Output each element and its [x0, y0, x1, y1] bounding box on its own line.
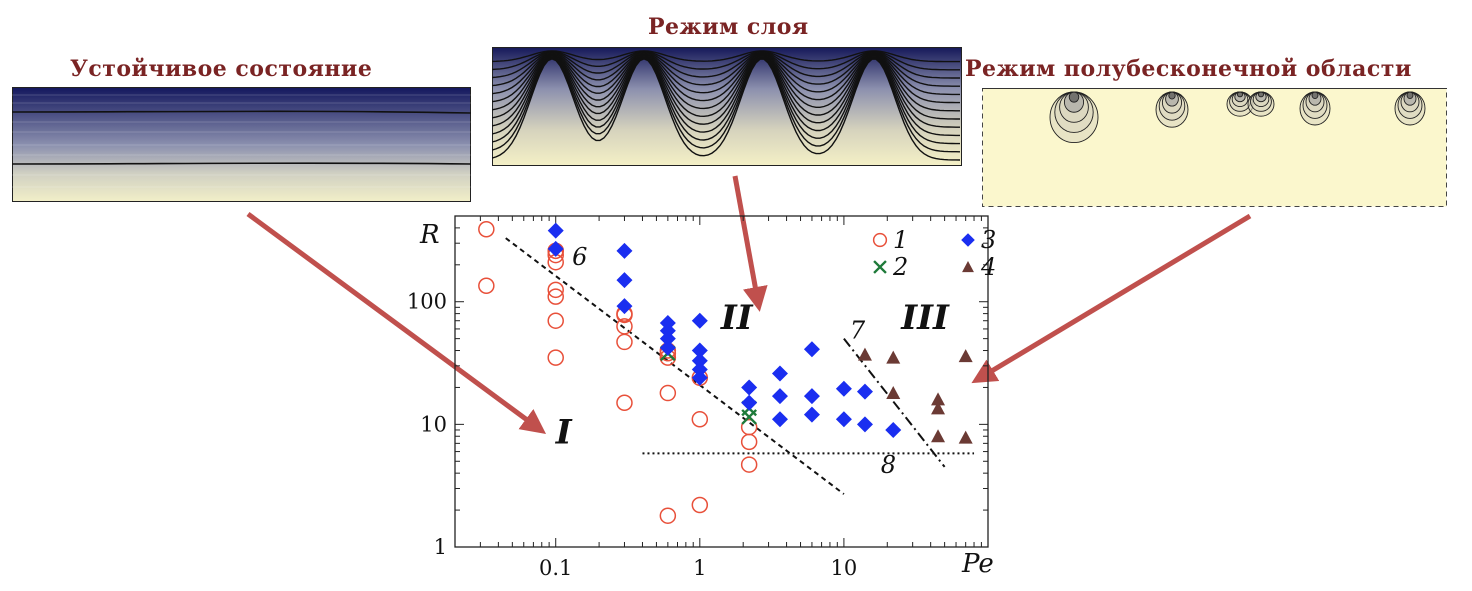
y-tick-label: 10 — [420, 412, 447, 436]
series-3-point — [835, 380, 852, 397]
legend-marker-2 — [873, 260, 887, 274]
x-tick-label: 1 — [693, 556, 706, 580]
legend-marker-3 — [961, 233, 975, 247]
semi-infinite-regime-title: Режим полубесконечной области — [965, 56, 1412, 82]
series-1-point — [659, 507, 677, 524]
series-4-point — [931, 429, 946, 443]
series-3-point — [691, 352, 708, 369]
series-1-point — [478, 220, 495, 238]
series-3-point — [856, 416, 873, 433]
legend-label-4: 4 — [980, 253, 996, 281]
layer-regime-title: Режим слоя — [648, 14, 809, 40]
y-tick-label: 100 — [407, 290, 447, 314]
reference-line-label-6: 6 — [572, 243, 587, 271]
legend-label-3: 3 — [981, 226, 996, 254]
series-3-point — [691, 369, 708, 386]
legend-marker-1 — [872, 232, 888, 248]
series-3-point — [771, 411, 788, 428]
series-4-point — [886, 386, 901, 400]
series-3-point — [691, 312, 708, 329]
series-3-point — [803, 341, 820, 358]
series-1-point — [547, 312, 564, 329]
series-3-point — [803, 406, 820, 423]
series-1-point — [740, 433, 758, 451]
series-4-point — [931, 401, 946, 415]
series-3-point — [803, 388, 820, 405]
series-3-point — [771, 365, 788, 382]
series-3-point — [771, 388, 788, 405]
series-1-point — [547, 288, 564, 305]
plot-frame — [454, 215, 989, 548]
series-2-point — [741, 409, 758, 425]
series-4-point — [857, 347, 872, 361]
x-tick-label: 0.1 — [539, 556, 572, 580]
x-tick-label: 10 — [831, 556, 858, 580]
series-3-point — [741, 394, 758, 411]
y-tick-label: 1 — [434, 535, 447, 559]
region-label-II: II — [720, 298, 754, 338]
region-label-I: I — [555, 412, 573, 452]
legend-label-1: 1 — [893, 226, 908, 254]
series-1-point — [547, 349, 564, 366]
series-1-point — [740, 456, 758, 473]
series-3-point — [856, 383, 873, 400]
layer-regime-panel — [492, 47, 962, 166]
series-3-point — [691, 342, 708, 359]
arrow-layer — [732, 175, 768, 312]
stable-state-title: Устойчивое состояние — [70, 56, 373, 82]
series-1-point — [616, 394, 633, 412]
series-3-point — [547, 222, 564, 239]
series-1-point — [691, 411, 709, 428]
arrow-stable — [246, 211, 547, 434]
stable-state-panel — [12, 87, 471, 202]
series-3-point — [547, 240, 564, 257]
legend-label-2: 2 — [892, 253, 908, 281]
region-label-III: III — [900, 298, 950, 338]
series-3-point — [691, 361, 708, 378]
series-3-point — [616, 272, 633, 289]
series-1-point — [616, 333, 633, 351]
series-1-point — [659, 384, 677, 402]
series-3-point — [835, 411, 852, 428]
reference-line-label-8: 8 — [881, 451, 896, 479]
arrow-semi — [971, 213, 1252, 384]
series-1-point — [478, 277, 495, 294]
reference-line-label-7: 7 — [850, 317, 866, 345]
semi-infinite-regime-panel — [982, 88, 1447, 207]
series-3-point — [616, 298, 633, 315]
series-4-point — [931, 392, 946, 406]
series-1-point — [691, 496, 709, 514]
series-4-point — [958, 349, 973, 363]
series-3-point — [741, 379, 758, 396]
series-1-point — [547, 281, 564, 299]
reference-line-6 — [505, 237, 845, 495]
x-axis-label: Pe — [961, 549, 994, 579]
series-4-point — [958, 430, 973, 444]
legend-marker-4 — [962, 261, 974, 273]
series-3-point — [659, 339, 676, 356]
y-axis-label: R — [419, 220, 440, 250]
series-4-point — [886, 350, 901, 364]
series-3-point — [616, 242, 633, 259]
series-3-point — [885, 421, 902, 438]
series-3-point — [659, 330, 676, 347]
